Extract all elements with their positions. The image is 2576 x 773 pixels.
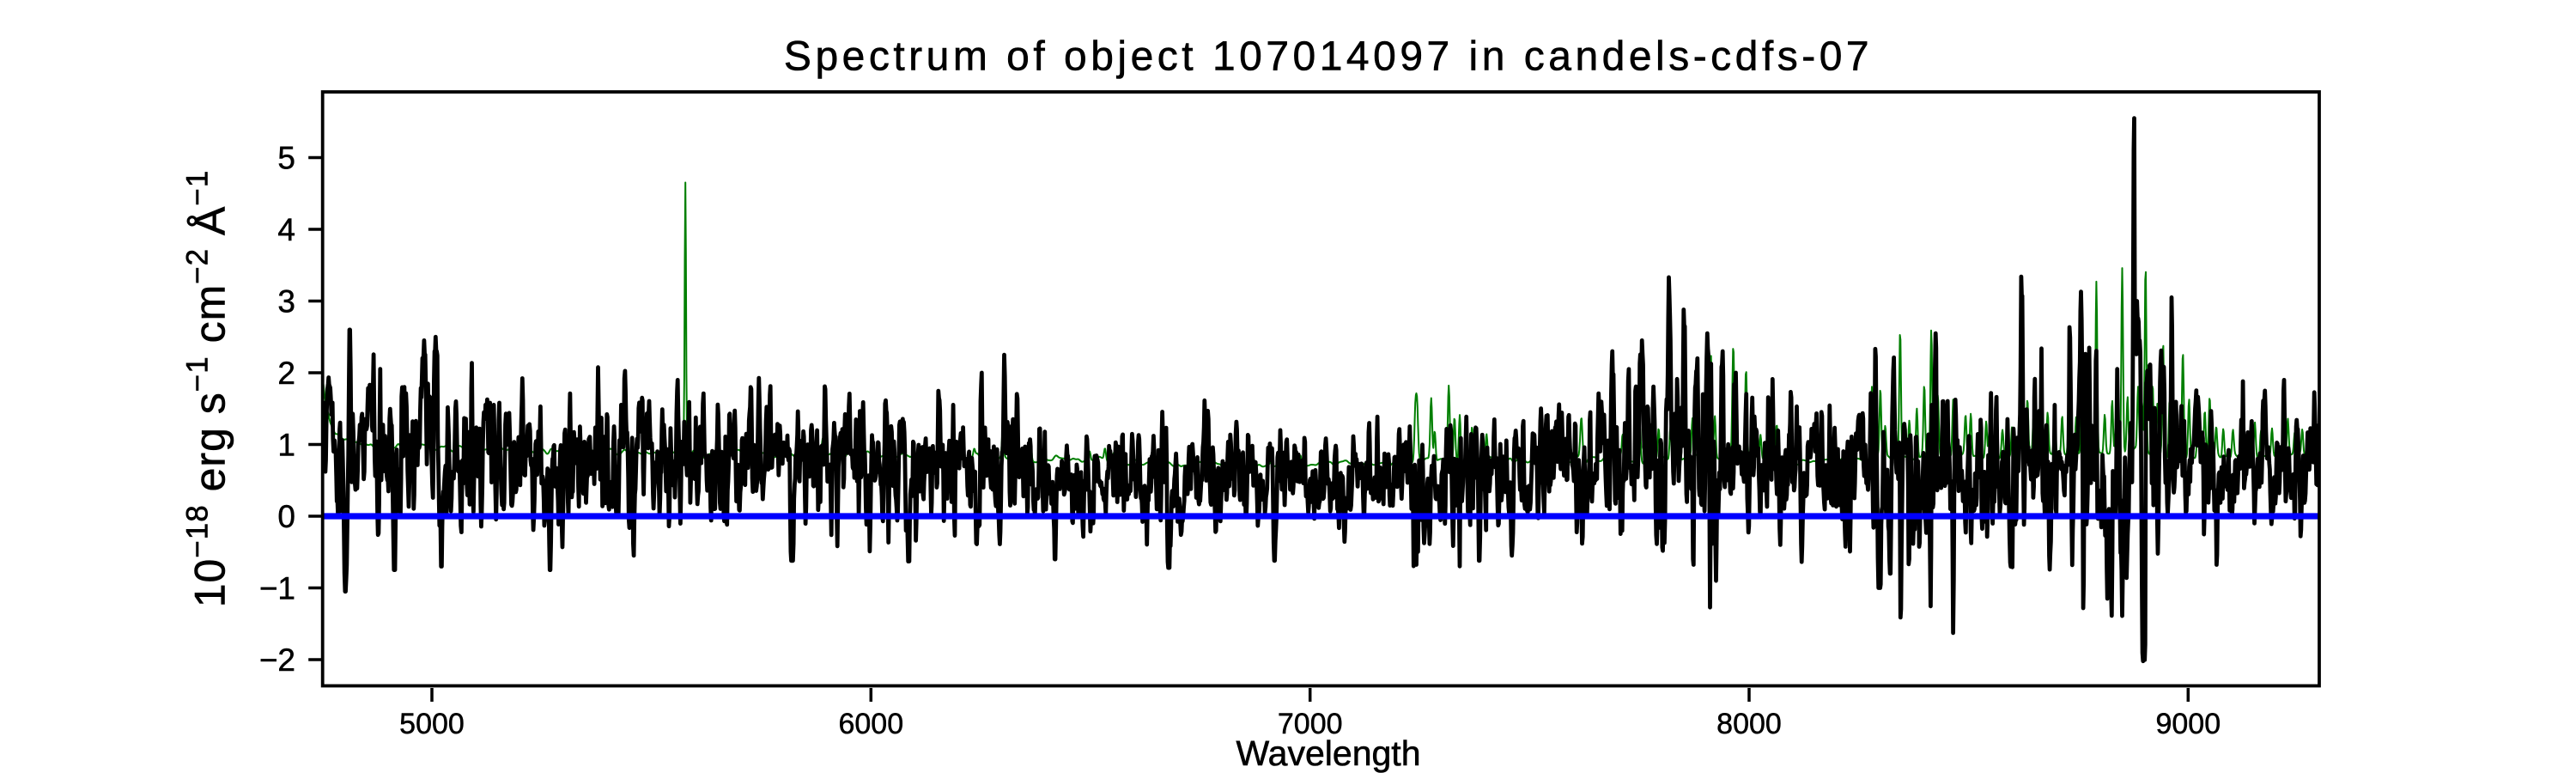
svg-text:5: 5 — [277, 141, 295, 176]
svg-text:−1: −1 — [259, 571, 295, 606]
svg-text:Spectrum of object 107014097 i: Spectrum of object 107014097 in candels-… — [784, 34, 1873, 80]
svg-text:7000: 7000 — [1278, 708, 1343, 740]
svg-text:4: 4 — [277, 212, 295, 247]
svg-text:10−18 erg s−1 cm−2 Å−1: 10−18 erg s−1 cm−2 Å−1 — [181, 170, 234, 608]
svg-text:5000: 5000 — [399, 708, 465, 740]
svg-text:1: 1 — [277, 428, 295, 463]
svg-text:3: 3 — [277, 284, 295, 320]
svg-text:6000: 6000 — [838, 708, 903, 740]
svg-text:8000: 8000 — [1716, 708, 1782, 740]
svg-text:Wavelength: Wavelength — [1236, 733, 1421, 773]
svg-text:0: 0 — [277, 499, 295, 534]
svg-text:2: 2 — [277, 356, 295, 391]
svg-text:−2: −2 — [259, 642, 295, 678]
svg-text:9000: 9000 — [2155, 708, 2221, 740]
